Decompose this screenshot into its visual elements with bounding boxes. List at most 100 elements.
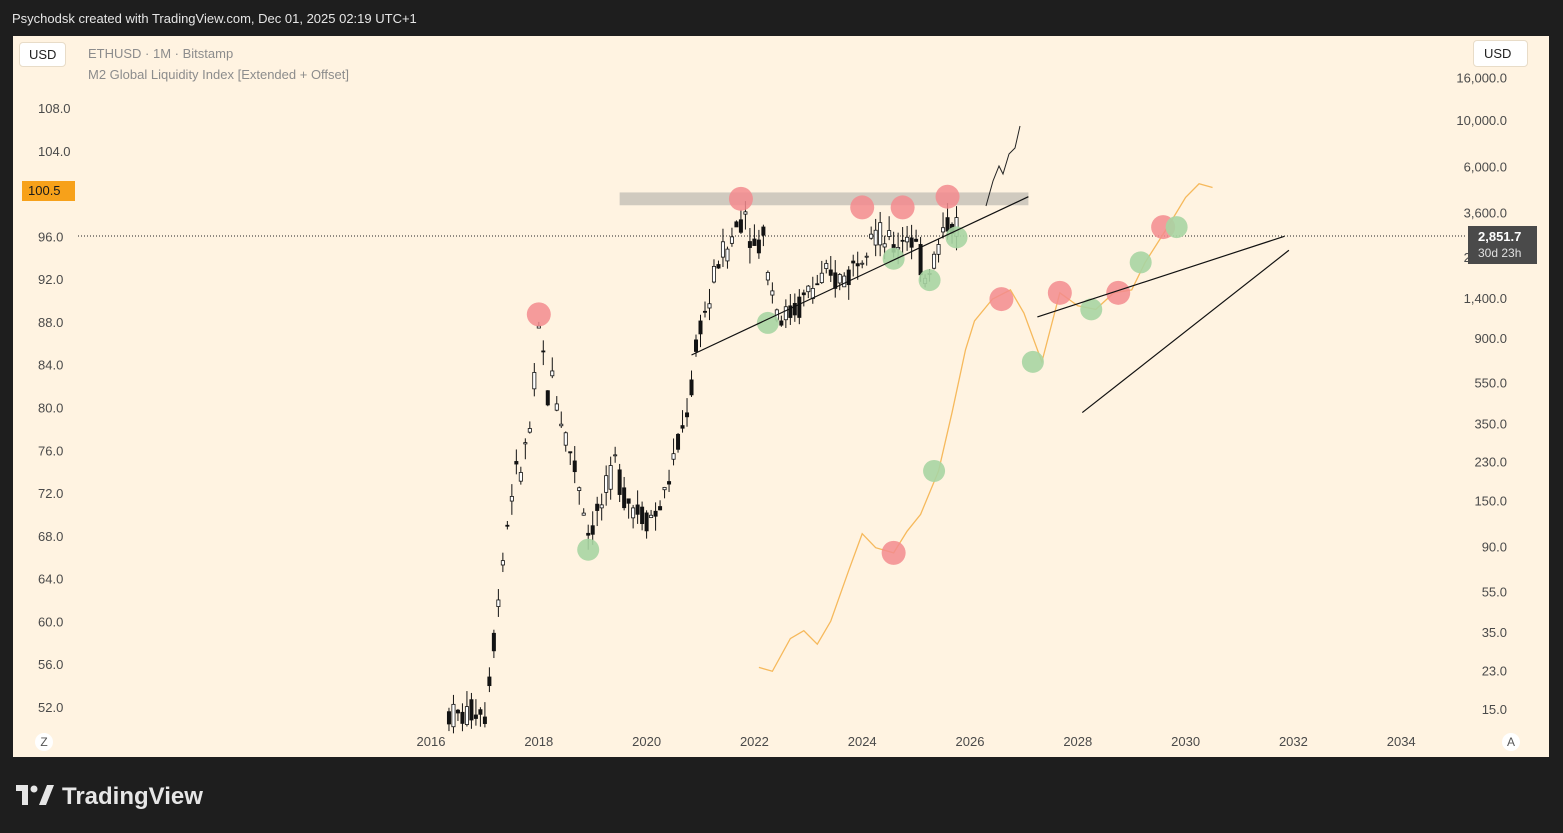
candle-body [590, 525, 595, 535]
right-axis: 15.0 23.0 35.0 55.0 90.0 150.0 230.0 350.0 550.0… [1456, 70, 1507, 717]
trough-marker [923, 459, 946, 482]
time-axis-tick: 2020 [632, 734, 661, 749]
candle-body [514, 461, 519, 465]
top-caption-bar: Psychodsk created with TradingView.com, … [0, 0, 1563, 36]
right-axis-tick: 90.0 [1482, 540, 1507, 555]
left-axis-tick: 56.0 [38, 657, 63, 672]
candle-body [694, 339, 699, 352]
left-axis-tick: 52.0 [38, 700, 63, 715]
candle-body [761, 226, 766, 236]
trough-marker [945, 226, 968, 249]
chart-panel[interactable]: 52.0 56.0 60.0 64.0 68.0 72.0 76.0 80.0 84.0 88.0… [13, 36, 1549, 757]
candle-body [622, 487, 627, 509]
candle-body [828, 269, 833, 276]
candle-body [689, 379, 694, 396]
price-tag-countdown: 30d 23h [1478, 246, 1522, 260]
left-axis-tick: 104.0 [38, 144, 71, 159]
candle-body [801, 292, 806, 296]
candle-body [617, 469, 622, 495]
time-axis-tick: 2028 [1063, 734, 1092, 749]
candle-body [941, 227, 946, 233]
time-axis-tick: 2034 [1387, 734, 1416, 749]
peak-marker [526, 302, 551, 327]
candle-body [649, 514, 654, 519]
trough-marker [1080, 298, 1103, 321]
candle-body [846, 269, 851, 286]
left-currency-badge[interactable]: USD [19, 42, 67, 67]
time-axis-tick: 2032 [1279, 734, 1308, 749]
candle-body [581, 512, 586, 516]
peak-marker [881, 540, 906, 565]
candle-body [653, 510, 658, 517]
candle-body [608, 465, 613, 490]
candle-body [909, 237, 914, 248]
candle-body [635, 504, 640, 515]
candle-body [716, 264, 721, 269]
peak-marker [935, 184, 960, 209]
z-button[interactable]: Z [35, 733, 53, 751]
candle-body [905, 236, 910, 243]
candle-body [734, 221, 739, 228]
peak-marker [728, 186, 753, 211]
time-axis-tick: 2016 [417, 734, 446, 749]
candle-body [707, 303, 712, 309]
indicator-legend[interactable]: M2 Global Liquidity Index [Extended + Of… [88, 67, 349, 82]
a-button-label: A [1506, 735, 1515, 749]
candle-body [788, 305, 793, 318]
right-axis-tick: 55.0 [1482, 584, 1507, 599]
marker-layer [526, 184, 1188, 565]
z-button-label: Z [40, 735, 48, 749]
right-axis-tick: 150.0 [1474, 493, 1507, 508]
candle-body [878, 222, 883, 246]
m2-lower-trendline [1081, 249, 1290, 414]
brand-name: TradingView [62, 783, 203, 810]
left-value-tag: 100.5 [22, 181, 75, 201]
right-axis-tick: 23.0 [1482, 663, 1507, 678]
candle-body [873, 229, 878, 246]
candle-body [505, 524, 510, 527]
candle-body [523, 442, 528, 445]
left-axis-tick: 72.0 [38, 486, 63, 501]
candle-body [914, 238, 919, 242]
candle-body [518, 472, 523, 482]
candle-body [711, 265, 716, 283]
candle-body [550, 370, 555, 377]
chart-canvas[interactable]: 52.0 56.0 60.0 64.0 68.0 72.0 76.0 80.0 84.0 88.0… [13, 36, 1549, 757]
trough-marker [756, 311, 779, 334]
peak-marker [890, 195, 915, 220]
candle-body [792, 302, 797, 316]
left-axis-tick: 80.0 [38, 401, 63, 416]
candle-body [702, 310, 707, 313]
trough-marker [1129, 251, 1152, 274]
right-axis-tick: 230.0 [1474, 455, 1507, 470]
candle-body [446, 711, 451, 725]
right-currency-badge[interactable]: USD [1473, 40, 1529, 67]
trough-marker [1021, 350, 1044, 373]
time-axis-tick: 2030 [1171, 734, 1200, 749]
candle-body [680, 425, 685, 429]
right-axis-tick: 900.0 [1474, 331, 1507, 346]
candle-body [747, 241, 752, 248]
candle-body [577, 487, 582, 491]
candle-body [613, 454, 618, 457]
right-axis-tick: 15.0 [1482, 702, 1507, 717]
a-button[interactable]: A [1502, 733, 1520, 751]
left-axis: 52.0 56.0 60.0 64.0 68.0 72.0 76.0 80.0 84.0 88.0… [38, 101, 71, 715]
candle-body [469, 699, 474, 721]
time-axis-tick: 2026 [956, 734, 985, 749]
right-axis-tick: 550.0 [1474, 376, 1507, 391]
candle-body [658, 506, 663, 511]
candle-body [855, 263, 860, 267]
candle-body [631, 507, 636, 519]
candle-body [559, 423, 564, 427]
trendline-layer [691, 196, 1290, 414]
left-axis-tick: 108.0 [38, 101, 71, 116]
left-axis-tick: 76.0 [38, 443, 63, 458]
candle-body [478, 709, 483, 715]
symbol-legend[interactable]: ETHUSD · 1M · Bitstamp [88, 46, 234, 61]
candle-body [752, 238, 757, 246]
candle-body [662, 486, 667, 491]
candle-body [487, 676, 492, 687]
candle-body [536, 325, 541, 329]
candle-body [464, 706, 469, 725]
